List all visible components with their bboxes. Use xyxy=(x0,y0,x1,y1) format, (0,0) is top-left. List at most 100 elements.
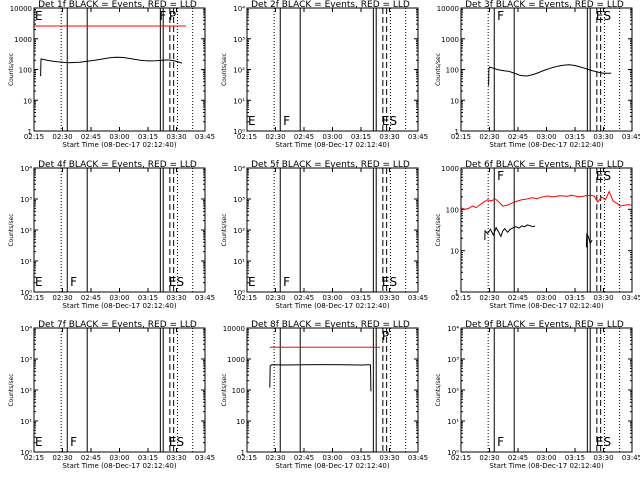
x-axis-label: Start Time (08-Dec-17 02:12:40) xyxy=(275,462,389,470)
x-tick-label: 03:30 xyxy=(166,454,186,462)
y-tick-label: 10¹ xyxy=(20,258,32,266)
x-axis-label: Start Time (08-Dec-17 02:12:40) xyxy=(62,141,176,149)
x-axis-label: Start Time (08-Dec-17 02:12:40) xyxy=(62,302,176,310)
y-tick-label: 10 xyxy=(23,97,32,105)
x-tick-label: 03:15 xyxy=(565,294,585,302)
y-tick-label: 10³ xyxy=(233,36,245,44)
event-marker-label: F xyxy=(283,114,290,128)
event-marker-label: F xyxy=(70,275,77,289)
y-tick-label: 10⁰ xyxy=(20,289,32,297)
panel-det-1: Det 1f BLACK = Events, RED = LLD 1 10 100 10… xyxy=(8,0,215,149)
x-tick-label: 03:15 xyxy=(138,454,158,462)
plot-frame xyxy=(33,167,206,293)
event-marker-label: ES xyxy=(596,435,611,449)
x-tick-label: 03:45 xyxy=(195,133,215,141)
x-tick-label: 02:45 xyxy=(294,133,314,141)
x-tick-label: 02:45 xyxy=(81,294,101,302)
x-tick-label: 03:30 xyxy=(593,133,613,141)
panel-det-8: Det 8f BLACK = Events, RED = LLD 1 10 100 10… xyxy=(221,320,428,470)
y-tick-label: 100 xyxy=(232,387,245,395)
panel-title: Det 9f BLACK = Events, RED = LLD xyxy=(465,320,624,330)
event-marker-label: ES xyxy=(596,169,611,183)
y-tick-label: 10² xyxy=(20,387,32,395)
x-tick-label: 02:15 xyxy=(237,454,257,462)
y-tick-label: 10 xyxy=(450,97,459,105)
plot-frame xyxy=(460,327,633,453)
y-tick-label: 10¹ xyxy=(447,418,459,426)
x-tick-label: 02:15 xyxy=(451,294,471,302)
x-tick-label: 03:15 xyxy=(138,294,158,302)
x-tick-label: 02:30 xyxy=(479,133,499,141)
event-marker-label: F xyxy=(497,169,504,183)
event-marker-label: E xyxy=(35,435,43,449)
y-tick-label: 1000 xyxy=(441,165,459,173)
y-axis-label: Counts/sec xyxy=(8,213,15,246)
y-tick-label: 10¹ xyxy=(233,97,245,105)
y-tick-label: 1 xyxy=(455,128,459,136)
event-marker-label: ES xyxy=(169,435,184,449)
x-tick-label: 03:00 xyxy=(109,133,129,141)
y-tick-label: 10² xyxy=(233,67,245,75)
x-tick-label: 03:15 xyxy=(351,294,371,302)
x-tick-label: 03:15 xyxy=(565,133,585,141)
x-tick-label: 03:45 xyxy=(195,454,215,462)
x-tick-label: 02:45 xyxy=(294,454,314,462)
event-marker-label: F xyxy=(497,9,504,23)
y-tick-label: 10³ xyxy=(447,356,459,364)
event-marker-label: ES xyxy=(382,275,397,289)
events-series-line xyxy=(488,64,612,86)
y-tick-label: 10⁴ xyxy=(20,165,32,173)
panel-title: Det 3f BLACK = Events, RED = LLD xyxy=(465,0,624,10)
y-tick-label: 1000 xyxy=(227,356,245,364)
x-tick-label: 03:45 xyxy=(622,454,640,462)
event-marker-label: F xyxy=(283,275,290,289)
x-axis-label: Start Time (08-Dec-17 02:12:40) xyxy=(489,462,603,470)
x-tick-label: 03:30 xyxy=(379,133,399,141)
panel-det-5: Det 5f BLACK = Events, RED = LLD 10⁰ 10¹ 10… xyxy=(221,160,428,310)
y-tick-label: 10⁴ xyxy=(447,325,459,333)
x-tick-label: 03:30 xyxy=(379,294,399,302)
y-tick-label: 10⁰ xyxy=(20,449,32,457)
x-tick-label: 02:45 xyxy=(81,133,101,141)
x-axis-label: Start Time (08-Dec-17 02:12:40) xyxy=(489,302,603,310)
y-tick-label: 100 xyxy=(19,67,32,75)
event-marker-label: F xyxy=(70,435,77,449)
y-tick-label: 10¹ xyxy=(20,418,32,426)
x-tick-label: 02:15 xyxy=(237,133,257,141)
x-tick-label: 02:30 xyxy=(265,133,285,141)
y-axis-label: Counts/sec xyxy=(221,373,228,406)
x-tick-label: 03:45 xyxy=(622,133,640,141)
x-tick-label: 03:00 xyxy=(109,294,129,302)
event-marker-label: ES xyxy=(596,9,611,23)
x-tick-label: 03:30 xyxy=(379,454,399,462)
events-series-line xyxy=(585,232,593,248)
lld-series-line xyxy=(460,190,633,210)
x-tick-label: 03:00 xyxy=(536,294,556,302)
y-axis-label: Counts/sec xyxy=(221,213,228,246)
y-tick-label: 10² xyxy=(20,227,32,235)
event-marker-label: P xyxy=(169,9,176,23)
events-series-line xyxy=(40,56,183,77)
y-axis-label: Counts/sec xyxy=(435,213,442,246)
x-tick-label: 03:30 xyxy=(166,294,186,302)
y-tick-label: 10³ xyxy=(20,196,32,204)
y-tick-label: 10³ xyxy=(20,356,32,364)
event-marker-label: E xyxy=(248,275,256,289)
x-tick-label: 03:00 xyxy=(536,133,556,141)
y-tick-label: 1 xyxy=(241,449,245,457)
x-tick-label: 02:15 xyxy=(237,294,257,302)
x-tick-label: 02:30 xyxy=(52,454,72,462)
y-axis-label: Counts/sec xyxy=(8,373,15,406)
events-series-line xyxy=(484,224,536,241)
x-tick-label: 02:45 xyxy=(508,133,528,141)
x-tick-label: 03:15 xyxy=(565,454,585,462)
y-tick-label: 1 xyxy=(455,289,459,297)
events-series-line xyxy=(269,364,371,388)
panel-det-9: Det 9f BLACK = Events, RED = LLD 10⁰ 10¹ 10… xyxy=(435,320,640,470)
x-tick-label: 02:30 xyxy=(479,294,499,302)
panel-title: Det 1f BLACK = Events, RED = LLD xyxy=(38,0,197,10)
event-marker-label: F xyxy=(159,9,166,23)
panel-title: Det 2f BLACK = Events, RED = LLD xyxy=(251,0,410,10)
